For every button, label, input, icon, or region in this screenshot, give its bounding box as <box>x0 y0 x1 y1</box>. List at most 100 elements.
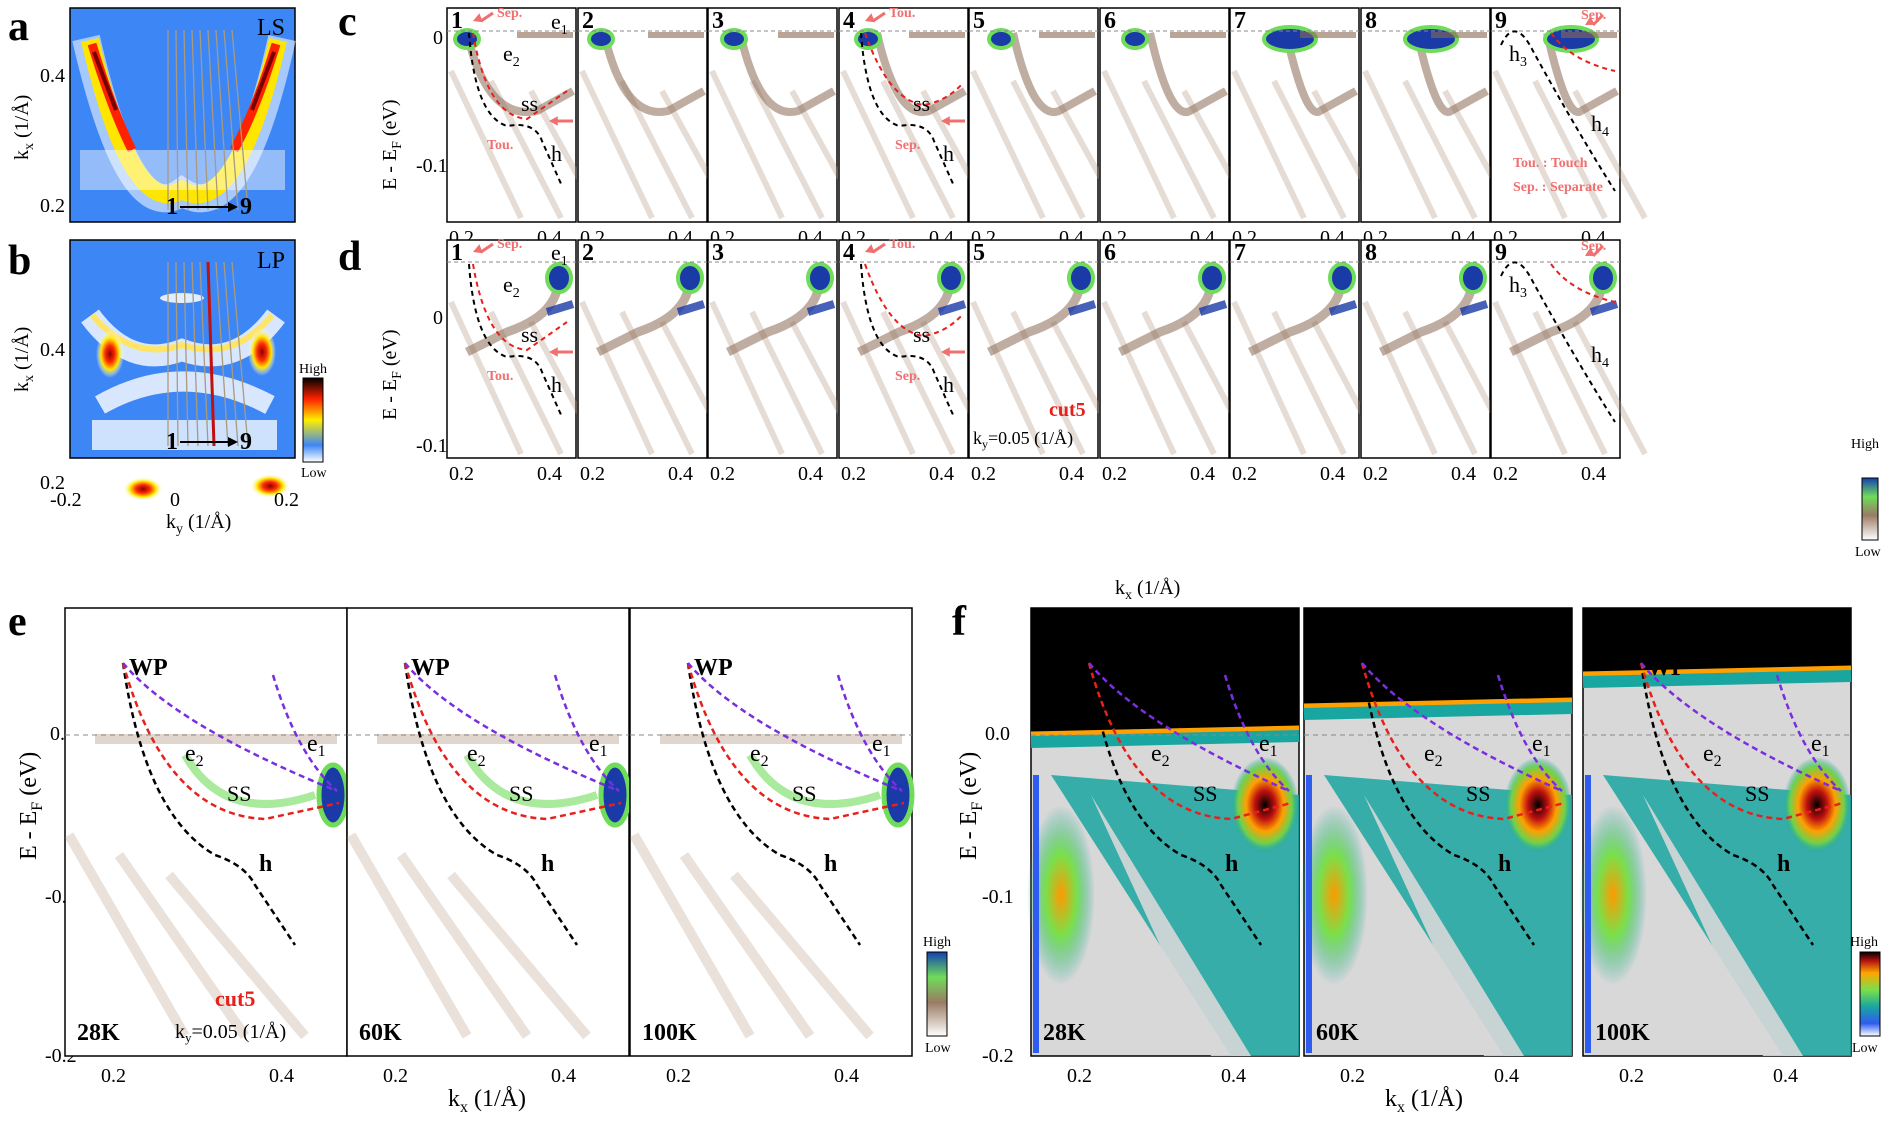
e-band-dash <box>1640 662 1842 793</box>
panel-c-cut-6: 60.2 0.4 <box>1099 7 1257 249</box>
xtick: 0.2 <box>1232 463 1257 485</box>
xtick: 0.2 <box>841 463 866 485</box>
xtick: 0.2 <box>1619 1065 1644 1087</box>
d-ylabel: E - EF (eV) <box>379 329 405 420</box>
label-e1: e1 <box>1532 731 1551 760</box>
cut-number: 2 <box>582 240 594 266</box>
label-ss: SS <box>1466 781 1490 806</box>
cut-lines-b <box>167 261 249 447</box>
panel-f-2: WP e2 e1 SS h 60K 0.2 0.4 <box>1300 607 1573 1087</box>
label-sep: Sep. <box>1581 8 1606 23</box>
cut-number: 7 <box>1234 240 1246 266</box>
cut-number: 8 <box>1365 240 1377 266</box>
pink-arrow-top <box>473 11 494 23</box>
a-ytick-0: 0.4 <box>40 65 65 87</box>
label-wp: WP <box>694 655 733 681</box>
label-h: h <box>1498 851 1511 877</box>
fermi-contour <box>81 37 287 204</box>
pink-arrow-mid <box>549 347 573 357</box>
cut-end-b: 9 <box>240 429 252 455</box>
label-h: h <box>551 372 562 397</box>
label-e2: e2 <box>467 741 486 770</box>
panel-e-1: WP e2 e1 SS h 28K 0.2 0.4 cut5 ky=0.05 (1/Å) <box>64 607 350 1087</box>
label-e1: e1 <box>1259 731 1278 760</box>
panel-a: a LS 1 9 0.4 0.2 kx (1/Å) <box>8 4 296 223</box>
e-xlabel: kx (1/Å) <box>448 1086 526 1116</box>
panel-d-cut-3: 3 0.2 0.4 <box>707 239 865 485</box>
xtick: 0.4 <box>1320 463 1345 485</box>
label-h: h <box>1225 851 1238 877</box>
h-band-dash <box>1639 662 1815 946</box>
a-ytick-1: 0.2 <box>40 195 65 217</box>
temperature-label: 100K <box>642 1020 697 1046</box>
label-sep-low: Sep. <box>895 138 920 153</box>
colorbar-d <box>1861 477 1879 541</box>
xtick: 0.2 <box>971 463 996 485</box>
h3-h4-dash <box>1500 30 1616 192</box>
temperature-label: 28K <box>77 1020 120 1046</box>
panel-d-cut-4: 4 0.2 0.4 ssh Tou. Sep. <box>838 237 996 485</box>
h-band-dash <box>860 32 955 187</box>
panel-d-cut-9: 9 0.2 0.4 h3 h4 Sep. <box>1490 239 1648 485</box>
label-h: h <box>1777 851 1790 877</box>
e-ylabel: E - EF (eV) <box>16 752 46 860</box>
panel-b-label: LP <box>257 248 285 274</box>
label-h: h <box>943 372 954 397</box>
b-ytick-0: 0.4 <box>40 339 65 361</box>
panels-c-d: c d E - EF (eV) E - EF (eV) 0 -0.1 0 -0.… <box>338 0 1882 603</box>
cut-number: 9 <box>1495 8 1507 34</box>
xtick: 0.4 <box>1581 463 1606 485</box>
label-tou: Tou. <box>889 237 915 252</box>
xtick: 0.4 <box>1059 463 1084 485</box>
label-wp: WP <box>1095 655 1134 681</box>
label-e2: e2 <box>503 41 520 70</box>
xtick: 0.2 <box>383 1065 408 1087</box>
label-h4: h4 <box>1591 342 1609 371</box>
label-e2: e2 <box>750 741 769 770</box>
label-ss: ss <box>521 322 538 347</box>
b-ylabel: kx (1/Å) <box>11 327 37 392</box>
pink-arrow-top <box>473 242 494 254</box>
b-xlabel: ky (1/Å) <box>166 511 231 537</box>
cut-number: 1 <box>451 240 463 266</box>
label-wp: WP <box>1647 655 1686 681</box>
xtick: 0.4 <box>798 463 823 485</box>
temperature-label: 60K <box>1316 1020 1359 1046</box>
label-ss: SS <box>509 781 533 806</box>
b-xtick-0: -0.2 <box>50 489 82 511</box>
label-ky: ky=0.05 (1/Å) <box>175 1021 286 1045</box>
colorbar-d-high: High <box>1851 437 1879 452</box>
xtick: 0.2 <box>101 1065 126 1087</box>
h-band-dash <box>468 32 563 187</box>
xtick: 0.4 <box>834 1065 859 1087</box>
xtick: 0.4 <box>1451 463 1476 485</box>
h-band-dash <box>121 662 297 946</box>
panel-c-cut-2: 20.2 0.4 <box>577 7 735 249</box>
pink-arrow-top <box>1585 244 1605 258</box>
cut-number: 4 <box>843 240 855 266</box>
panel-d-cut-8: 8 0.2 0.4 <box>1360 239 1518 485</box>
label-sep-low: Sep. <box>895 369 920 384</box>
b-ytick-1: 0.2 <box>40 472 65 494</box>
b-xtick-2: 0.2 <box>274 489 299 511</box>
label-ss: SS <box>792 781 816 806</box>
cut-number: 6 <box>1104 240 1116 266</box>
xtick: 0.4 <box>929 463 954 485</box>
label-e1: e1 <box>589 731 608 760</box>
label-h: h <box>824 851 837 877</box>
colorbar-ab-low: Low <box>301 466 328 481</box>
xtick: 0.2 <box>580 463 605 485</box>
pink-arrow-mid <box>941 116 965 126</box>
ss-band-dash <box>1639 662 1844 821</box>
cut-number: 4 <box>843 8 855 34</box>
colorbar-d-low: Low <box>1855 545 1882 560</box>
legend-touch: Tou. : Touch <box>1513 156 1588 171</box>
panel-f-1: WP e2 e1 SS h 28K 0.2 0.4 <box>1027 607 1300 1087</box>
label-e2: e2 <box>1424 741 1443 770</box>
cut-number: 3 <box>712 8 724 34</box>
cut-start-b: 1 <box>166 429 178 455</box>
panel-c-cut-3: 30.2 0.4 <box>707 7 865 249</box>
e-band-dash <box>122 662 338 793</box>
